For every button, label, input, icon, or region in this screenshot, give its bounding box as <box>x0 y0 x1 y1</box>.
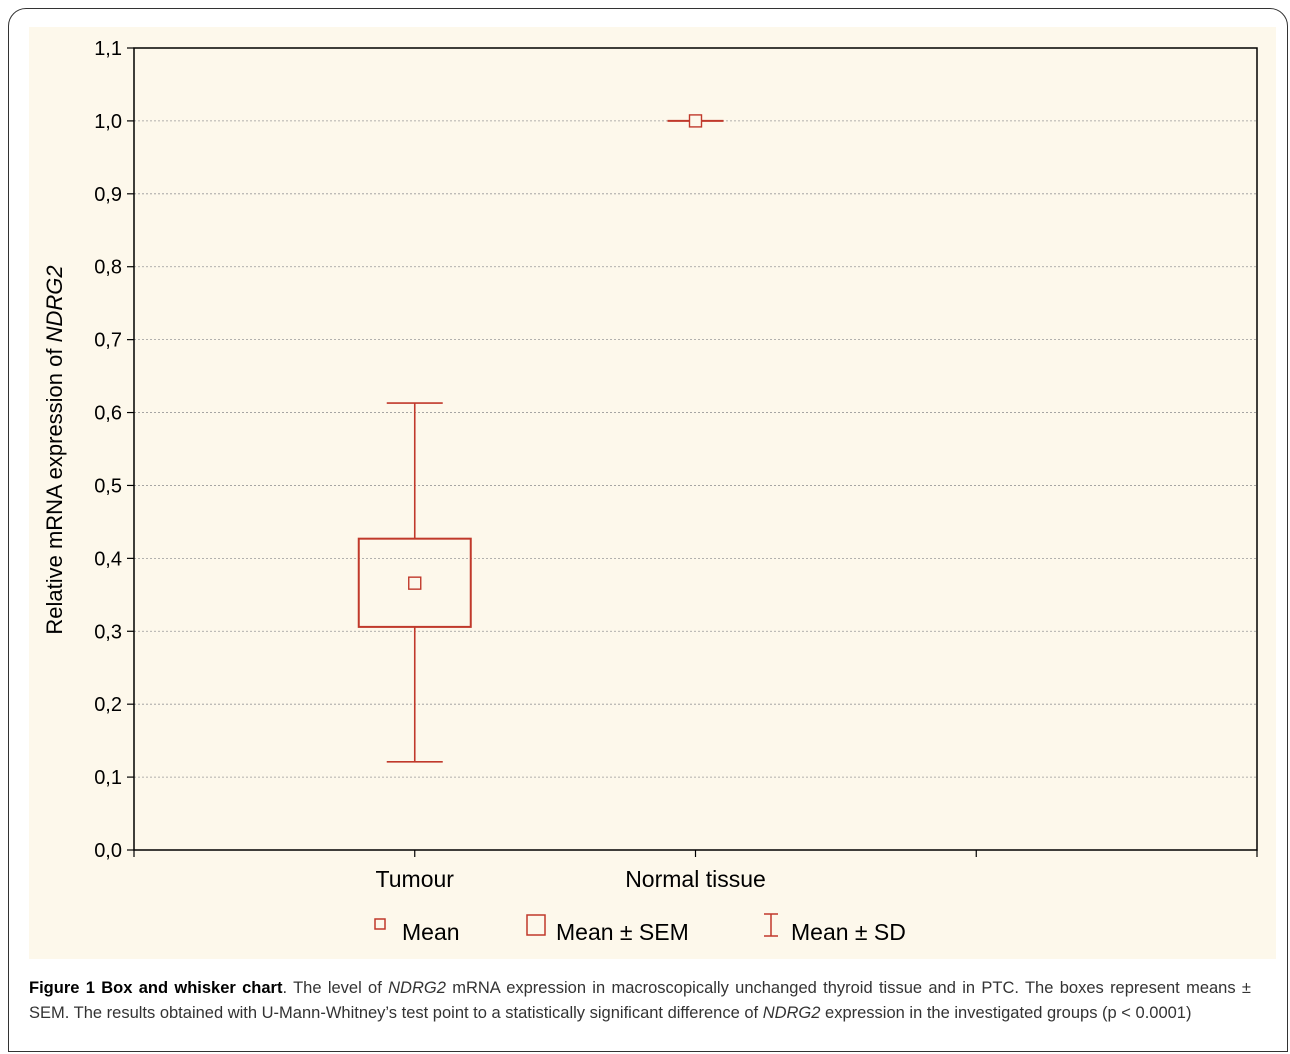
y-tick-label: 0,7 <box>94 330 122 352</box>
box-group <box>667 114 724 128</box>
legend-sd-label: Mean ± SD <box>791 919 906 945</box>
y-tick-label: 0,5 <box>94 475 122 497</box>
legend-sd-marker <box>764 913 778 937</box>
y-tick-label: 0,3 <box>94 621 122 643</box>
figure-caption: Figure 1 Box and whisker chart. The leve… <box>29 976 1251 1026</box>
y-tick-label: 0,6 <box>94 403 122 425</box>
y-axis-ticks: 0,0 0,1 0,2 0,3 0,4 0,5 0,6 0,7 0,8 0,9 1,0 1,1 <box>94 38 134 862</box>
sem-box <box>357 537 472 628</box>
x-axis-ticks: Tumour Normal tissue <box>133 850 1258 892</box>
plot-area <box>133 47 1258 851</box>
chart-panel <box>29 27 1276 959</box>
x-category-label: Tumour <box>376 866 455 892</box>
mean-marker <box>688 114 703 128</box>
y-tick-label: 1,1 <box>94 38 122 60</box>
legend-mean-label: Mean <box>402 919 460 945</box>
legend-sem-marker <box>526 914 546 936</box>
y-axis-label: Relative mRNA expression of NDRG2 <box>42 265 67 634</box>
legend: Mean Mean ± SEM Mean ± SD <box>374 913 906 945</box>
y-tick-label: 0,8 <box>94 257 122 279</box>
caption-text-2: mRNA expression in macroscopically uncha… <box>29 979 1251 1022</box>
y-tick-label: 0,0 <box>94 840 122 862</box>
y-tick-label: 0,1 <box>94 767 122 789</box>
x-category-label: Normal tissue <box>625 866 766 892</box>
caption-gene-1: NDRG2 <box>388 979 446 997</box>
mean-marker <box>408 576 422 590</box>
y-tick-label: 0,9 <box>94 184 122 206</box>
caption-text-3: expression in the investigated groups (p… <box>820 1004 1192 1022</box>
legend-sem-label: Mean ± SEM <box>556 919 689 945</box>
caption-gene-2: NDRG2 <box>762 1004 821 1022</box>
y-tick-label: 0,2 <box>94 694 122 716</box>
caption-label: Figure 1 Box and whisker chart <box>29 979 283 997</box>
caption-text-1: . The level of <box>282 979 389 997</box>
legend-mean-marker <box>374 918 386 930</box>
y-tick-label: 0,4 <box>94 548 122 570</box>
box-whisker-chart: 0,0 0,1 0,2 0,3 0,4 0,5 0,6 0,7 0,8 0,9 1,0 1,1 Tum… <box>42 38 1258 945</box>
gridlines <box>134 120 1257 778</box>
box-marks <box>357 114 724 763</box>
y-tick-label: 1,0 <box>94 111 122 133</box>
box-group <box>357 402 472 763</box>
